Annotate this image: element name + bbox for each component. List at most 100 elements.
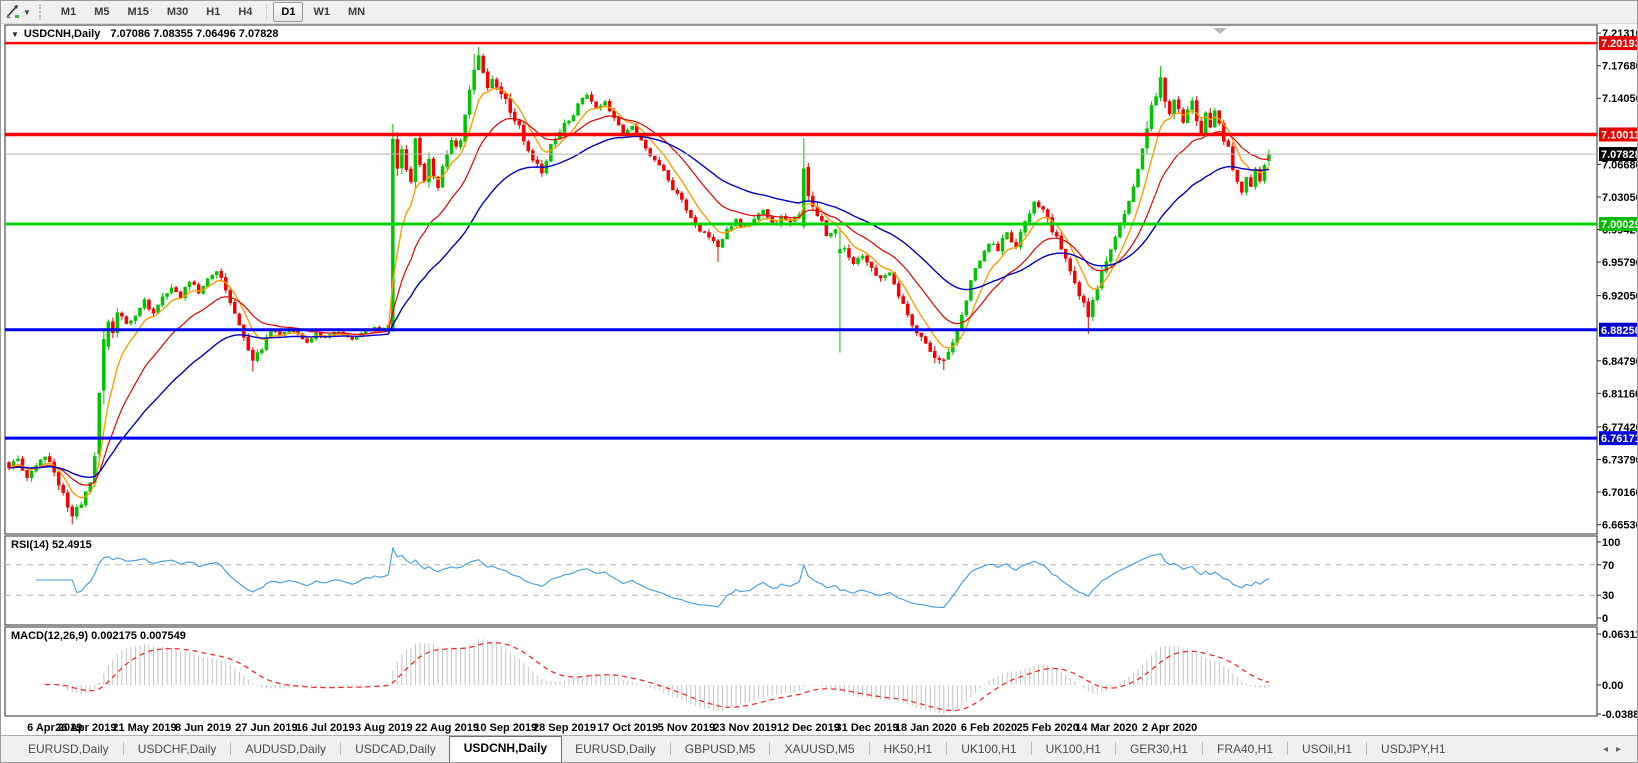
draw-cursor-icon[interactable] — [3, 3, 23, 21]
date-tick-label: 21 May 2019 — [112, 722, 176, 734]
tab-separator — [122, 742, 124, 755]
tab-scroll-right-icon[interactable]: ▸ — [1615, 744, 1629, 755]
price-axis: 7.213107.176807.140507.066807.030506.994… — [1597, 28, 1638, 721]
rsi-line — [36, 546, 1270, 608]
rsi-tick-label: 30 — [1602, 590, 1614, 602]
tab-eurusd-daily[interactable]: EURUSD,Daily — [575, 742, 656, 756]
macd-tick-label: 0.063113 — [1602, 629, 1638, 641]
date-tick-label: 22 Aug 2019 — [415, 722, 479, 734]
resistance-upper-badge: 7.20193 — [1599, 36, 1637, 51]
symbol-dropdown-icon[interactable]: ▼ — [11, 30, 19, 39]
chart-shift-marker-icon[interactable] — [1213, 28, 1227, 34]
tab-audusd-daily[interactable]: AUDUSD,Daily — [245, 742, 327, 756]
tab-usdcad-daily[interactable]: USDCAD,Daily — [355, 742, 436, 756]
tab-ger30-h1[interactable]: GER30,H1 — [1129, 742, 1188, 756]
svg-text:6.88250: 6.88250 — [1601, 325, 1638, 337]
price-tick-label: 7.14050 — [1602, 93, 1638, 105]
price-tick-label: 6.70160 — [1602, 487, 1638, 499]
price-tick-label: 7.17680 — [1602, 61, 1638, 73]
macd-indicator-label: MACD(12,26,9) 0.002175 0.007549 — [11, 630, 186, 642]
tab-separator — [1366, 742, 1368, 755]
tab-usdjpy-h1[interactable]: USDJPY,H1 — [1381, 742, 1446, 756]
timeframe-button-M5[interactable]: M5 — [94, 6, 110, 18]
chart-tabs: EURUSD,Daily USDCHF,Daily AUDUSD,Daily USDC… — [15, 736, 1459, 762]
svg-text:7.10011: 7.10011 — [1601, 129, 1638, 141]
timeframe-button-MN[interactable]: MN — [347, 6, 366, 18]
date-tick-label: 5 Nov 2019 — [658, 722, 715, 734]
tab-separator — [1114, 742, 1116, 755]
chart-tab-bar: EURUSD,Daily USDCHF,Daily AUDUSD,Daily USDC… — [1, 735, 1637, 762]
top-toolbar: ▼ M1 M5 M15 M30 H1 H4 D1 W1 MN — [1, 1, 1637, 24]
date-tick-label: 16 Jul 2019 — [296, 722, 355, 734]
tab-hk50-h1[interactable]: HK50,H1 — [883, 742, 933, 756]
tab-separator — [1201, 742, 1203, 755]
timeframe-button-M15[interactable]: M15 — [127, 6, 149, 18]
tab-separator — [230, 742, 232, 755]
tab-usdcnh-daily[interactable]: USDCNH,Daily — [448, 736, 563, 762]
date-tick-label: 31 Dec 2019 — [836, 722, 899, 734]
tab-usdchf-daily[interactable]: USDCHF,Daily — [137, 742, 217, 756]
resistance-main-badge: 7.10011 — [1599, 127, 1638, 142]
price-tick-label: 6.92050 — [1602, 291, 1638, 303]
tab-uk100-h1[interactable]: UK100,H1 — [1045, 742, 1101, 756]
timeframe-button-M1[interactable]: M1 — [60, 6, 77, 18]
macd-tick-label: 0.00 — [1602, 680, 1623, 692]
timeframe-button-W1[interactable]: W1 — [313, 6, 330, 18]
date-tick-label: 10 Sep 2019 — [474, 722, 537, 734]
tab-xauusd-m5[interactable]: XAUUSD,M5 — [784, 742, 855, 756]
date-tick-label: 2 Apr 2020 — [1142, 722, 1197, 734]
date-tick-label: 17 Oct 2019 — [597, 722, 658, 734]
tab-gbpusd-m5[interactable]: GBPUSD,M5 — [684, 742, 756, 756]
price-tick-label: 7.03050 — [1602, 192, 1638, 204]
rsi-pane[interactable] — [4, 535, 1598, 626]
tab-eurusd-daily[interactable]: EURUSD,Daily — [28, 742, 109, 756]
date-tick-label: 6 Feb 2020 — [961, 722, 1017, 734]
price-tick-label: 6.73790 — [1602, 455, 1638, 467]
rsi-tick-label: 70 — [1602, 560, 1614, 572]
svg-text:7.07828: 7.07828 — [1601, 149, 1638, 161]
date-tick-label: 27 Jun 2019 — [235, 722, 297, 734]
tab-uk100-h1[interactable]: UK100,H1 — [961, 742, 1017, 756]
price-tick-label: 6.77420 — [1602, 422, 1638, 434]
tab-scroll-arrows: ◂▸ — [1603, 744, 1629, 755]
date-tick-label: 25 Feb 2020 — [1016, 722, 1078, 734]
chart-title: ▼ USDCNH,Daily 7.07086 7.08355 7.06496 7.0… — [11, 28, 279, 40]
date-tick-label: 6 Apr 2019 — [27, 722, 82, 734]
timeframe-button-H1[interactable]: H1 — [206, 6, 221, 18]
ma-fast-line — [8, 87, 1270, 499]
support-green-badge: 7.00029 — [1599, 217, 1638, 232]
tab-scroll-left-icon[interactable]: ◂ — [1602, 744, 1616, 755]
date-tick-label: 18 Jan 2020 — [895, 722, 957, 734]
date-tick-label: 26 Apr 2019 — [55, 722, 116, 734]
price-tick-label: 6.84790 — [1602, 356, 1638, 368]
rsi-tick-label: 100 — [1602, 537, 1620, 549]
toolbar-separator — [266, 4, 268, 20]
tab-usoil-h1[interactable]: USOil,H1 — [1302, 742, 1353, 756]
price-tick-label: 6.81160 — [1602, 388, 1638, 400]
price-tick-label: 6.66530 — [1602, 520, 1638, 532]
svg-text:7.00029: 7.00029 — [1601, 219, 1638, 231]
timeframe-button-D1[interactable]: D1 — [273, 2, 304, 22]
ma-slow-line — [8, 135, 1270, 479]
tab-separator — [340, 742, 342, 755]
caret-down-icon[interactable]: ▼ — [23, 7, 31, 17]
rsi-indicator-label: RSI(14) 52.4915 — [11, 539, 92, 551]
timeframe-button-group: M1 M5 M15 M30 H1 H4 D1 W1 MN — [52, 2, 374, 22]
tab-fra40-h1[interactable]: FRA40,H1 — [1216, 742, 1274, 756]
main-price-pane[interactable] — [4, 24, 1598, 535]
timeframe-button-M30[interactable]: M30 — [166, 6, 189, 18]
svg-text:6.76171: 6.76171 — [1601, 433, 1638, 445]
macd-histogram — [44, 638, 1270, 714]
timeframe-button-H4[interactable]: H4 — [238, 6, 253, 18]
current-price-badge: 7.07828 — [1599, 147, 1638, 162]
tab-separator — [868, 742, 870, 755]
chart-symbol-label: USDCNH,Daily — [23, 28, 101, 40]
price-tick-label: 6.95790 — [1602, 257, 1638, 269]
date-tick-label: 28 Sep 2019 — [533, 722, 596, 734]
price-tick-label: 7.06680 — [1602, 159, 1638, 171]
date-tick-label: 23 Nov 2019 — [713, 722, 777, 734]
macd-pane[interactable] — [4, 626, 1598, 717]
